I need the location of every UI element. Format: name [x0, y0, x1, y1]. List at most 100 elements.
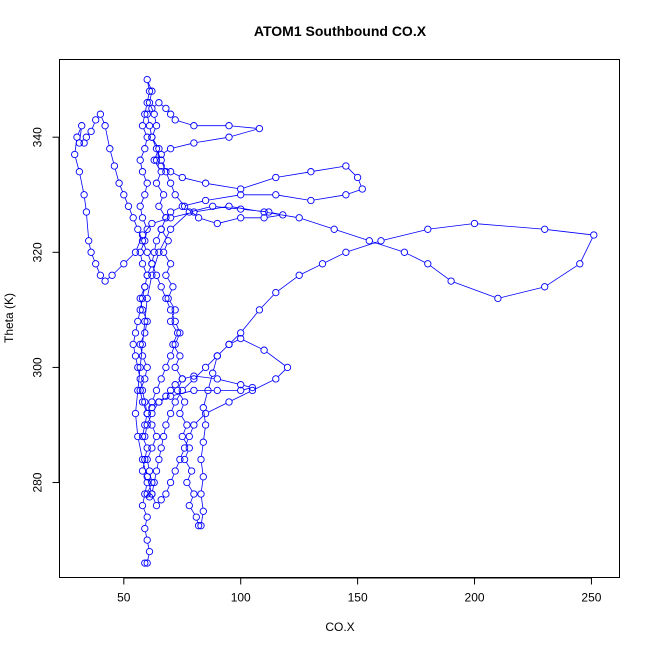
data-point: [152, 386, 161, 395]
data-point: [148, 478, 156, 487]
data-point: [187, 467, 196, 475]
data-point: [138, 398, 147, 406]
data-point: [164, 294, 172, 303]
data-point: [342, 162, 350, 170]
data-point: [152, 156, 161, 164]
data-point: [157, 156, 165, 164]
data-point: [166, 110, 175, 118]
data-point: [106, 145, 114, 153]
data-point: [201, 363, 210, 372]
data-point: [166, 352, 175, 360]
data-point: [190, 386, 198, 395]
data-point: [82, 208, 91, 216]
data-point: [237, 334, 245, 343]
data-point: [213, 352, 221, 360]
data-point: [225, 202, 233, 210]
data-point: [141, 375, 149, 383]
data-point: [377, 237, 385, 245]
data-point: [157, 150, 165, 159]
data-point: [145, 87, 154, 95]
data-point: [166, 214, 175, 222]
data-point: [353, 173, 362, 182]
data-point: [143, 271, 151, 279]
data-point: [138, 455, 147, 464]
data-point: [131, 329, 140, 337]
data-point: [157, 375, 165, 383]
data-point: [143, 248, 151, 256]
data-point: [101, 277, 109, 285]
data-point: [155, 99, 163, 107]
data-point: [185, 444, 193, 452]
data-point: [120, 191, 128, 199]
data-point: [157, 162, 165, 170]
data-point: [190, 122, 198, 130]
data-point: [148, 133, 156, 141]
data-point: [169, 340, 177, 349]
data-point: [101, 122, 109, 130]
data-point: [166, 478, 175, 487]
data-point: [159, 191, 168, 199]
data-point: [143, 455, 151, 464]
data-point: [134, 225, 142, 233]
data-point: [143, 317, 151, 326]
data-point: [159, 432, 168, 441]
x-axis: 50 100 150 200 250: [117, 577, 602, 605]
data-point: [134, 363, 142, 372]
data-point: [576, 260, 584, 268]
data-point: [342, 191, 350, 199]
data-point: [143, 225, 151, 233]
data-point: [155, 202, 163, 210]
data-point: [157, 283, 165, 291]
data-point: [199, 473, 207, 481]
data-point: [157, 225, 165, 233]
data-point: [136, 386, 144, 395]
x-tick-label: 100: [231, 591, 251, 605]
data-point: [162, 168, 170, 176]
data-point: [541, 225, 549, 233]
data-point: [143, 75, 151, 84]
data-point: [178, 432, 186, 441]
data-point: [237, 185, 245, 193]
data-point: [171, 398, 179, 406]
y-tick-label: 320: [31, 242, 45, 262]
data-point: [201, 409, 210, 418]
data-point: [365, 237, 373, 245]
data-point: [183, 421, 191, 429]
data-point: [136, 375, 144, 383]
data-point: [141, 329, 149, 337]
data-point: [162, 490, 170, 498]
data-point: [197, 522, 205, 530]
data-point: [148, 409, 156, 418]
data-point: [152, 145, 161, 153]
data-point: [155, 248, 163, 256]
data-point: [272, 288, 280, 297]
data-point: [148, 490, 156, 498]
data-point: [141, 524, 149, 533]
data-point: [152, 432, 161, 441]
data-point: [148, 87, 156, 95]
data-point: [279, 211, 287, 219]
data-point: [145, 547, 154, 556]
series-layer: [71, 75, 598, 567]
data-point: [141, 455, 149, 464]
y-axis-label: Theta (K): [2, 293, 16, 343]
data-point: [143, 294, 151, 303]
data-point: [199, 438, 207, 446]
data-point: [225, 133, 233, 141]
data-point: [138, 306, 147, 314]
data-point: [164, 237, 172, 245]
data-point: [148, 421, 156, 429]
data-point: [134, 386, 142, 395]
data-point: [213, 386, 221, 395]
data-point: [152, 122, 161, 130]
data-point: [171, 116, 179, 124]
data-point: [192, 513, 200, 521]
data-point: [96, 271, 105, 279]
data-point: [136, 363, 144, 372]
data-point: [166, 208, 175, 216]
data-point: [157, 444, 165, 452]
data-point: [180, 202, 189, 210]
data-point: [424, 260, 432, 268]
data-point: [152, 271, 161, 279]
